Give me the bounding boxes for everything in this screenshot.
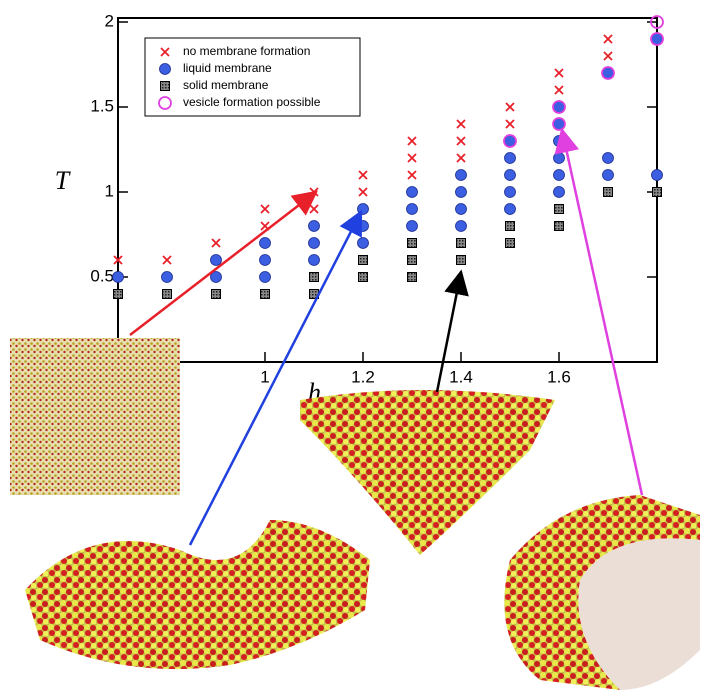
marker-circle <box>456 221 467 232</box>
marker-square <box>506 222 515 231</box>
marker-circle <box>456 170 467 181</box>
snapshot-gas <box>10 338 180 495</box>
x-tick-label: 1 <box>260 367 269 386</box>
snapshots <box>10 338 700 690</box>
marker-circle <box>358 204 369 215</box>
marker-circle <box>260 238 271 249</box>
marker-square <box>163 290 172 299</box>
marker-square <box>457 239 466 248</box>
marker-square <box>408 273 417 282</box>
marker-square <box>408 256 417 265</box>
y-tick-label: 0.5 <box>90 266 114 285</box>
y-axis-label: T <box>55 166 71 195</box>
marker-circle <box>260 255 271 266</box>
marker-circle <box>554 170 565 181</box>
marker-square <box>506 239 515 248</box>
marker-circle <box>456 204 467 215</box>
marker-circle <box>211 255 222 266</box>
marker-circle <box>309 221 320 232</box>
marker-square <box>653 188 662 197</box>
marker-square <box>555 222 564 231</box>
marker-square <box>310 273 319 282</box>
snapshot-liquid <box>25 520 370 669</box>
marker-circle <box>358 238 369 249</box>
marker-square <box>555 205 564 214</box>
marker-square <box>408 239 417 248</box>
legend: no membrane formation liquid membrane soli… <box>145 38 360 116</box>
marker-circle <box>113 272 124 283</box>
marker-square <box>212 290 221 299</box>
marker-circle <box>603 170 614 181</box>
marker-circle <box>505 170 516 181</box>
marker-circle <box>260 272 271 283</box>
legend-label: no membrane formation <box>183 44 310 58</box>
marker-circle <box>603 153 614 164</box>
marker-circle <box>505 204 516 215</box>
marker-circle <box>505 153 516 164</box>
legend-marker <box>160 64 171 75</box>
marker-circle <box>456 187 467 198</box>
marker-circle <box>407 221 418 232</box>
y-tick-label: 1.5 <box>90 96 114 115</box>
y-tick-label: 2 <box>105 11 114 30</box>
marker-circle <box>162 272 173 283</box>
legend-label: solid membrane <box>183 78 269 92</box>
marker-square <box>359 256 368 265</box>
marker-circle <box>407 187 418 198</box>
marker-square <box>261 290 270 299</box>
marker-circle <box>554 153 565 164</box>
figure: 0.511.520.811.21.41.6Thcno membrane form… <box>0 0 704 699</box>
marker-circle <box>309 255 320 266</box>
marker-square <box>114 290 123 299</box>
x-tick-label: 1.4 <box>449 367 473 386</box>
x-tick-label: 1.2 <box>351 367 375 386</box>
marker-circle <box>358 221 369 232</box>
legend-label: liquid membrane <box>183 61 272 75</box>
marker-circle <box>309 238 320 249</box>
snapshot-solid <box>300 390 555 555</box>
marker-circle <box>554 187 565 198</box>
marker-square <box>359 273 368 282</box>
marker-circle <box>505 187 516 198</box>
y-tick-label: 1 <box>105 181 114 200</box>
marker-circle <box>652 170 663 181</box>
x-tick-label: 1.6 <box>547 367 571 386</box>
marker-circle <box>407 204 418 215</box>
legend-marker <box>161 82 170 91</box>
marker-square <box>457 256 466 265</box>
legend-label: vesicle formation possible <box>183 95 321 109</box>
marker-square <box>604 188 613 197</box>
